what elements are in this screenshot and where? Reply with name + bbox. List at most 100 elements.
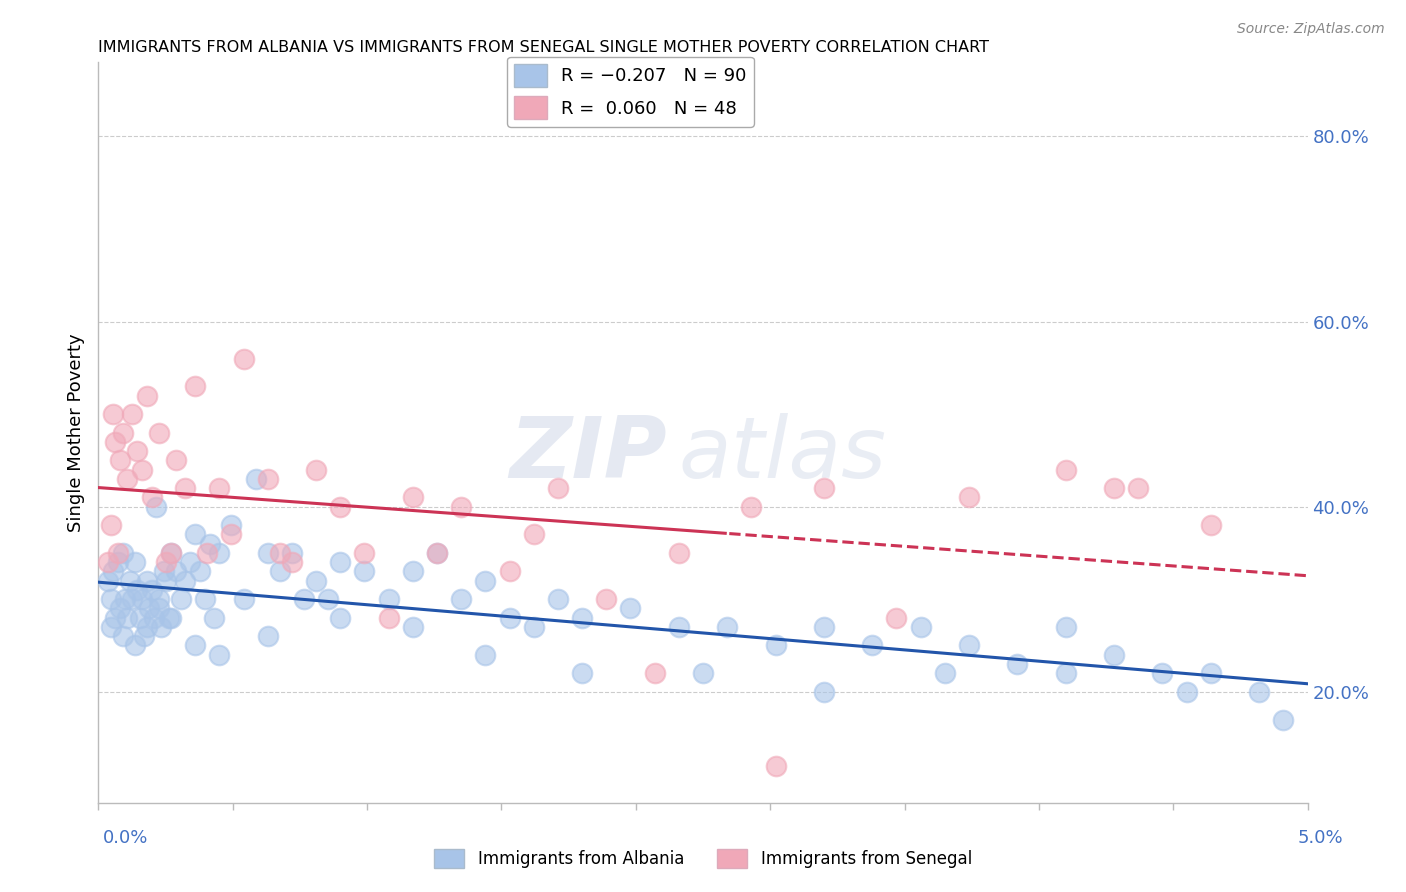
Point	[474, 574, 496, 588]
Point	[232, 592, 254, 607]
Point	[107, 546, 129, 560]
Point	[165, 565, 187, 579]
Y-axis label: Single Mother Poverty: Single Mother Poverty	[66, 334, 84, 532]
Point	[114, 592, 136, 607]
Legend: R = −0.207   N = 90, R =  0.060   N = 48: R = −0.207 N = 90, R = 0.060 N = 48	[508, 57, 754, 127]
Point	[152, 565, 174, 579]
Point	[644, 666, 666, 681]
Point	[1054, 620, 1077, 634]
Point	[131, 462, 153, 476]
Point	[619, 601, 641, 615]
Point	[155, 555, 177, 569]
Point	[148, 425, 170, 440]
Point	[498, 611, 520, 625]
Point	[813, 685, 835, 699]
Point	[118, 574, 141, 588]
Point	[716, 620, 738, 634]
Point	[174, 574, 197, 588]
Point	[100, 592, 122, 607]
Point	[813, 481, 835, 495]
Point	[1199, 666, 1222, 681]
Point	[740, 500, 762, 514]
Point	[1102, 481, 1125, 495]
Point	[353, 565, 375, 579]
Point	[329, 555, 352, 569]
Text: 5.0%: 5.0%	[1298, 829, 1343, 847]
Point	[474, 648, 496, 662]
Point	[108, 453, 131, 467]
Point	[886, 611, 908, 625]
Point	[184, 639, 207, 653]
Point	[934, 666, 956, 681]
Point	[256, 546, 278, 560]
Legend: Immigrants from Albania, Immigrants from Senegal: Immigrants from Albania, Immigrants from…	[427, 842, 979, 875]
Point	[256, 629, 278, 643]
Point	[107, 555, 129, 569]
Point	[135, 389, 157, 403]
Point	[1054, 462, 1077, 476]
Text: 0.0%: 0.0%	[103, 829, 148, 847]
Point	[305, 462, 328, 476]
Point	[1249, 685, 1271, 699]
Point	[117, 472, 139, 486]
Point	[104, 434, 127, 449]
Point	[150, 620, 173, 634]
Point	[100, 620, 122, 634]
Point	[426, 546, 449, 560]
Point	[160, 546, 183, 560]
Point	[111, 629, 134, 643]
Point	[135, 620, 157, 634]
Point	[269, 546, 291, 560]
Point	[426, 546, 449, 560]
Point	[138, 601, 160, 615]
Point	[523, 527, 546, 541]
Point	[245, 472, 267, 486]
Point	[316, 592, 339, 607]
Point	[124, 639, 146, 653]
Point	[1054, 666, 1077, 681]
Point	[174, 481, 197, 495]
Point	[353, 546, 375, 560]
Point	[450, 592, 472, 607]
Point	[957, 639, 980, 653]
Point	[100, 518, 122, 533]
Point	[194, 592, 217, 607]
Point	[292, 592, 315, 607]
Point	[305, 574, 328, 588]
Point	[111, 425, 134, 440]
Point	[184, 379, 207, 393]
Point	[765, 639, 787, 653]
Point	[1199, 518, 1222, 533]
Point	[160, 546, 183, 560]
Point	[1152, 666, 1174, 681]
Point	[111, 546, 134, 560]
Point	[813, 620, 835, 634]
Point	[148, 592, 170, 607]
Point	[121, 407, 143, 421]
Point	[131, 592, 153, 607]
Point	[402, 565, 425, 579]
Point	[169, 592, 191, 607]
Point	[595, 592, 617, 607]
Point	[329, 611, 352, 625]
Point	[117, 611, 139, 625]
Point	[134, 629, 156, 643]
Point	[208, 648, 231, 662]
Point	[957, 491, 980, 505]
Point	[198, 536, 221, 550]
Point	[195, 546, 218, 560]
Point	[377, 592, 399, 607]
Point	[208, 481, 231, 495]
Point	[269, 565, 291, 579]
Point	[208, 546, 231, 560]
Point	[155, 574, 177, 588]
Point	[498, 565, 520, 579]
Point	[571, 666, 593, 681]
Point	[127, 444, 149, 458]
Point	[232, 351, 254, 366]
Point	[104, 611, 127, 625]
Point	[160, 611, 183, 625]
Point	[221, 527, 243, 541]
Point	[101, 407, 124, 421]
Point	[1128, 481, 1150, 495]
